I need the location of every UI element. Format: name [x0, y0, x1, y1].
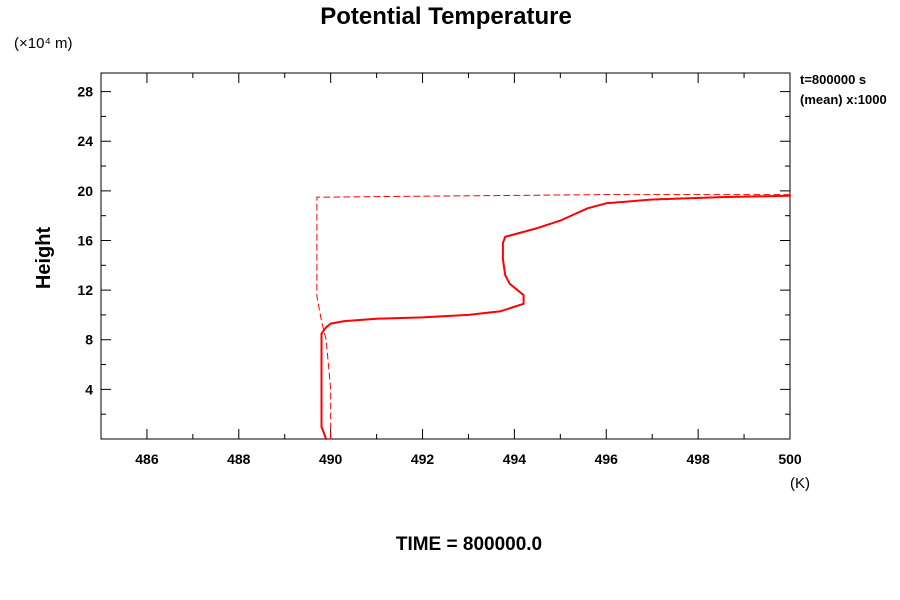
y-tick-label: 8 — [85, 332, 93, 348]
y-tick-label: 12 — [77, 282, 93, 298]
x-axis-ticks: 486 488 490 492 494 496 498 500 — [100, 73, 802, 467]
x-tick-label: 494 — [503, 451, 527, 467]
series-layer — [316, 194, 791, 440]
x-tick-label: 496 — [595, 451, 619, 467]
x-tick-label: 492 — [411, 451, 435, 467]
y-tick-label: 28 — [77, 84, 93, 100]
y-axis-ticks: 4 8 12 16 20 24 28 — [77, 84, 790, 415]
y-tick-label: 16 — [77, 232, 93, 248]
time-footer: TIME = 800000.0 — [396, 534, 542, 555]
x-tick-label: 490 — [319, 451, 343, 467]
chart-title: Potential Temperature — [320, 3, 572, 30]
plot-frame — [100, 72, 791, 440]
y-axis-label: Height — [33, 227, 55, 290]
time-annotation: t=800000 s — [800, 72, 866, 87]
y-unit-label: (×10⁴ m) — [14, 35, 73, 52]
x-tick-label: 498 — [686, 451, 710, 467]
x-tick-label: 500 — [778, 451, 802, 467]
y-tick-label: 20 — [77, 183, 93, 199]
y-tick-label: 24 — [77, 133, 93, 149]
x-tick-label: 488 — [227, 451, 251, 467]
y-tick-label: 4 — [85, 381, 93, 397]
dashed-series-line — [316, 194, 791, 440]
mean-annotation: (mean) x:1000 — [800, 92, 887, 107]
solid-series-line — [320, 194, 791, 440]
x-tick-label: 486 — [135, 451, 159, 467]
x-unit-label: (K) — [790, 475, 810, 492]
